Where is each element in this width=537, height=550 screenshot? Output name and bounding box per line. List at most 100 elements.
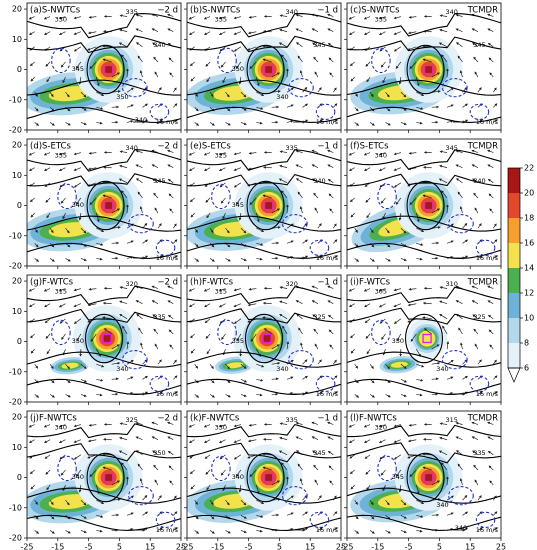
- wind-vector: [313, 464, 319, 471]
- dashed-contour: [57, 455, 77, 482]
- contour-label: 335: [286, 416, 298, 424]
- wind-vector: [431, 361, 441, 365]
- wind-vector: [225, 258, 231, 262]
- wind-vector: [102, 44, 112, 48]
- wind-vector: [279, 164, 288, 169]
- wind-vector: [380, 61, 386, 68]
- contour: [187, 487, 341, 504]
- wind-vector: [473, 56, 479, 63]
- wind-vector: [218, 288, 226, 292]
- tc-center: [102, 333, 112, 344]
- y-tick-label: -10: [9, 231, 22, 240]
- dashed-contour: [441, 78, 468, 98]
- wind-vector: [302, 103, 309, 108]
- wind-vector: [457, 55, 463, 63]
- contour-label: 340: [375, 152, 387, 160]
- contour-label: 315: [55, 288, 67, 296]
- wind-vector: [80, 122, 87, 126]
- wind-vector: [29, 61, 35, 67]
- wind-vector: [188, 16, 195, 20]
- wind-vector: [118, 42, 128, 48]
- wind-vector: [474, 71, 479, 78]
- wind-vector: [487, 28, 494, 33]
- y-tick-label: -20: [9, 126, 22, 135]
- wind-vector: [327, 28, 334, 33]
- wind-vector: [233, 303, 242, 308]
- wind-vector: [385, 515, 391, 520]
- wind-vector: [416, 348, 421, 357]
- dashed-contour: [149, 103, 170, 120]
- wind-vector: [256, 91, 265, 96]
- wind-vector: [398, 485, 402, 493]
- wind-vector: [28, 424, 35, 428]
- wind-vector: [431, 344, 440, 350]
- wind-vector: [45, 61, 51, 67]
- wind-vector: [151, 436, 159, 441]
- wind-vector: [73, 318, 82, 324]
- wind-vector: [393, 152, 401, 156]
- wind-vector: [455, 42, 463, 48]
- wind-vector: [317, 223, 322, 229]
- wind-vector: [395, 197, 402, 205]
- wind-vector: [295, 28, 303, 33]
- panel-label: (h)F-WTCs: [190, 278, 234, 288]
- dashed-contour: [128, 486, 154, 506]
- wind-vector: [328, 314, 334, 320]
- wind-vector: [89, 197, 97, 205]
- wind-vector: [209, 394, 215, 398]
- wind-vector: [46, 76, 51, 83]
- wind-vector: [256, 257, 263, 261]
- wind-vector: [364, 31, 371, 36]
- wind-vector: [151, 28, 159, 33]
- shading: [48, 494, 92, 510]
- contour: [187, 79, 341, 96]
- contour-label: 340: [116, 365, 128, 373]
- contour-label: 335: [375, 16, 387, 24]
- wind-vector: [327, 436, 334, 441]
- wind-vector: [240, 258, 247, 262]
- contour: [187, 442, 341, 463]
- wind-vector: [96, 529, 103, 533]
- contour-label: 340: [436, 365, 448, 373]
- wind-vector: [126, 104, 134, 108]
- shading: [264, 64, 274, 75]
- wind-vector: [75, 197, 82, 205]
- wind-vector: [248, 287, 257, 291]
- wind-vector: [240, 227, 247, 234]
- contour: [27, 514, 181, 531]
- wind-vector: [380, 469, 386, 476]
- wind-vector: [65, 394, 71, 398]
- colorbar-tick-label: 22: [524, 164, 534, 173]
- dashed-contour: [281, 214, 308, 234]
- wind-vector: [314, 479, 319, 486]
- panel-frame: [186, 138, 342, 267]
- wind-vector: [43, 16, 51, 20]
- wind-vector: [441, 462, 448, 471]
- contour: [347, 307, 501, 325]
- wind-vector: [446, 512, 454, 516]
- wind-vector: [455, 436, 463, 441]
- dashed-contour: [309, 239, 330, 256]
- wind-vector: [28, 303, 35, 307]
- panel-frame: [26, 2, 182, 131]
- wind-vector: [34, 530, 40, 534]
- wind-vector: [240, 499, 247, 506]
- wind-vector: [431, 480, 441, 486]
- panel-frame: [26, 274, 182, 403]
- wind-vector: [393, 454, 402, 460]
- wind-vector: [29, 469, 35, 475]
- wind-vector: [328, 193, 334, 199]
- wind-vector: [137, 55, 143, 63]
- contour: [27, 487, 181, 504]
- wind-vector: [167, 28, 174, 33]
- wind-vector: [279, 14, 288, 18]
- wind-vector: [350, 76, 355, 82]
- wind-vector: [286, 341, 290, 350]
- wind-vector: [408, 423, 417, 427]
- wind-vector: [218, 16, 226, 20]
- x-tick-label: -5: [245, 543, 253, 550]
- wind-vector: [96, 363, 105, 368]
- wind-vector: [256, 227, 265, 232]
- wind-vector: [49, 363, 54, 369]
- wind-vector: [378, 288, 386, 292]
